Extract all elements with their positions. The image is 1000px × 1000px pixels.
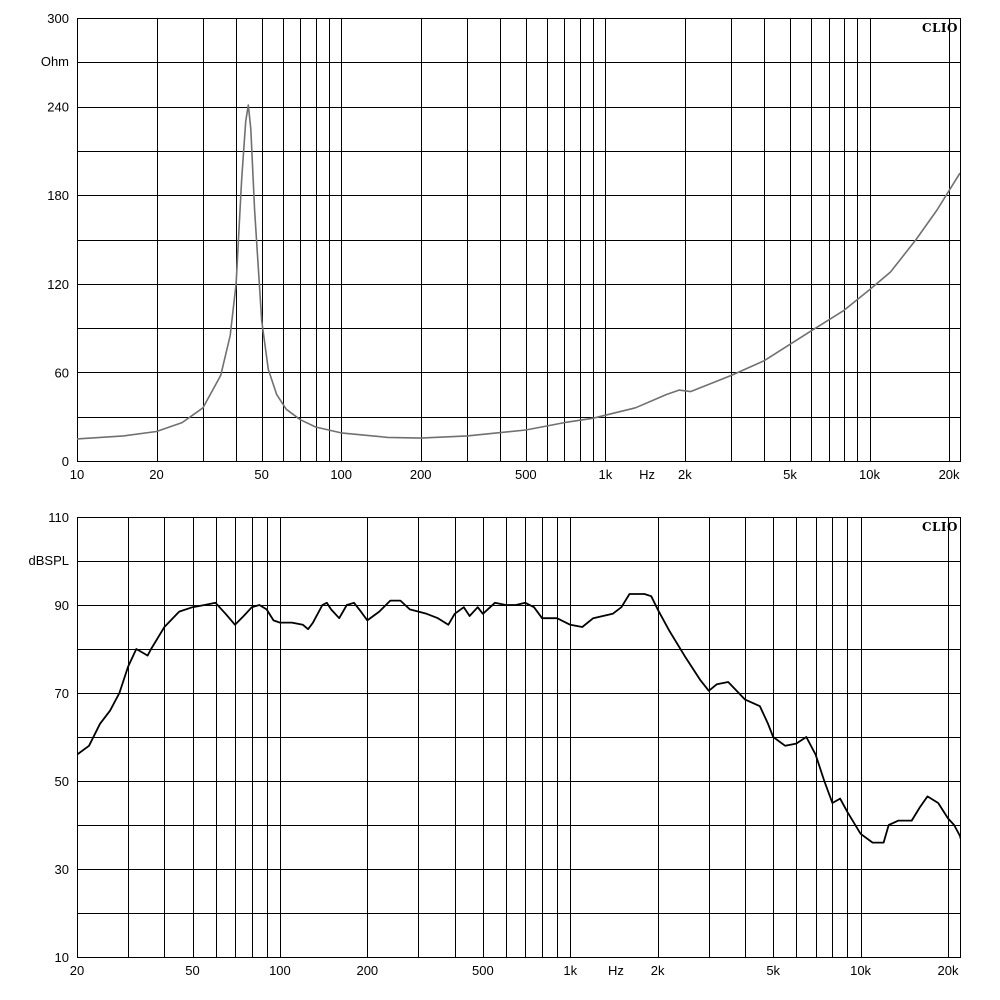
x-tick-label: 500 xyxy=(515,467,537,482)
y-tick-label: 10 xyxy=(55,950,69,965)
x-tick-label: 10k xyxy=(850,963,871,978)
y-axis-unit-label: dBSPL xyxy=(29,553,69,568)
y-tick-label: 30 xyxy=(55,862,69,877)
x-tick-label: 50 xyxy=(185,963,199,978)
y-tick-label: 60 xyxy=(55,365,69,380)
x-tick-label: 200 xyxy=(356,963,378,978)
x-tick-label: 20k xyxy=(939,467,960,482)
y-axis-unit-label: Ohm xyxy=(41,54,69,69)
x-tick-label: 50 xyxy=(254,467,268,482)
x-tick-label: 5k xyxy=(766,963,780,978)
impedance-curve xyxy=(77,104,960,440)
x-tick-label: 1k xyxy=(598,467,612,482)
x-tick-label: 200 xyxy=(410,467,432,482)
plot-frame xyxy=(76,516,962,959)
x-tick-label: 10 xyxy=(70,467,84,482)
x-tick-label: 1k xyxy=(563,963,577,978)
y-tick-label: 0 xyxy=(62,454,69,469)
x-axis-unit-label: Hz xyxy=(639,467,655,482)
x-tick-label: 20 xyxy=(149,467,163,482)
y-gridlines xyxy=(77,62,960,418)
x-tick-label: 20k xyxy=(937,963,958,978)
x-tick-label: 2k xyxy=(678,467,692,482)
brand-label: CLIO xyxy=(922,21,958,35)
x-tick-label: 5k xyxy=(783,467,797,482)
x-gridlines xyxy=(157,18,950,461)
y-tick-label: 240 xyxy=(47,100,69,115)
y-tick-label: 70 xyxy=(55,686,69,701)
x-tick-label: 500 xyxy=(472,963,494,978)
x-tick-label: 100 xyxy=(269,963,291,978)
x-axis-unit-label: Hz xyxy=(608,963,624,978)
y-tick-label: 300 xyxy=(47,11,69,26)
plot-frame xyxy=(76,17,962,463)
x-tick-label: 20 xyxy=(70,963,84,978)
y-tick-label: 50 xyxy=(55,774,69,789)
brand-label: CLIO xyxy=(922,520,958,534)
x-tick-label: 100 xyxy=(330,467,352,482)
impedance-chart: 10 20 50 100 200 500 1k 2k 5k 10k 20k Hz 0 60 120 180 24… xyxy=(41,11,962,482)
y-gridlines xyxy=(77,561,960,914)
y-tick-label: 180 xyxy=(47,188,69,203)
y-tick-label: 110 xyxy=(48,510,69,525)
spl-chart: 20 50 100 200 500 1k 2k 5k 10k 20k Hz 10 30 50 70 90 110… xyxy=(29,510,962,978)
x-tick-label: 2k xyxy=(651,963,665,978)
x-tick-label: 10k xyxy=(859,467,880,482)
spl-curve xyxy=(77,593,960,844)
y-tick-label: 90 xyxy=(55,598,69,613)
y-tick-label: 120 xyxy=(47,277,69,292)
